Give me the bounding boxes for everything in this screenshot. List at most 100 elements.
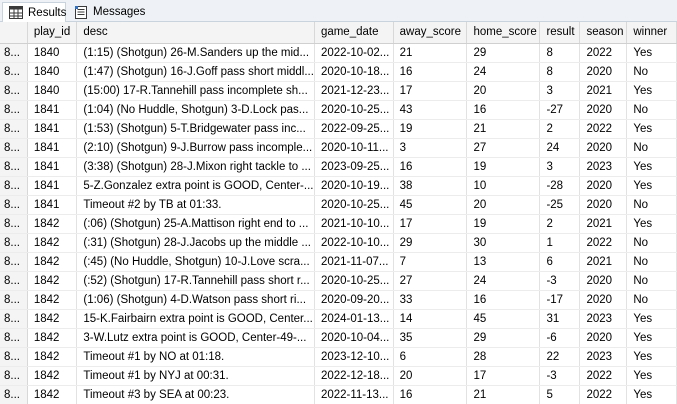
row-number-cell[interactable]: 8... [0,176,28,196]
row-number-cell[interactable]: 8... [0,119,28,139]
table-row[interactable]: 8... 1841 (1:53) (Shotgun) 5-T.Bridgewater… [0,119,677,139]
row-number-cell[interactable]: 8... [0,81,28,101]
cell-winner[interactable]: Yes [626,347,677,367]
cell-desc[interactable]: (1:06) (Shotgun) 4-D.Watson pass short r… [76,290,315,310]
column-header[interactable]: result [539,22,581,44]
cell-home-score[interactable]: 13 [466,252,541,272]
cell-winner[interactable]: No [626,62,677,82]
cell-game-date[interactable]: 2022-10-10... [314,233,394,253]
cell-season[interactable]: 2020 [579,100,628,120]
row-number-cell[interactable]: 8... [0,271,28,291]
column-header[interactable]: home_score [466,22,541,44]
row-number-cell[interactable]: 8... [0,157,28,177]
cell-play-id[interactable]: 1841 [27,100,78,120]
cell-home-score[interactable]: 45 [466,309,541,329]
cell-play-id[interactable]: 1842 [27,214,78,234]
cell-play-id[interactable]: 1842 [27,233,78,253]
cell-desc[interactable]: 5-Z.Gonzalez extra point is GOOD, Center… [76,176,315,196]
cell-winner[interactable]: Yes [626,214,677,234]
cell-result[interactable]: 5 [539,385,581,404]
cell-away-score[interactable]: 17 [393,214,468,234]
cell-season[interactable]: 2020 [579,290,628,310]
row-number-cell[interactable]: 8... [0,233,28,253]
cell-play-id[interactable]: 1842 [27,385,78,404]
table-row[interactable]: 8... 1842 Timeout #3 by SEA at 00:23. 2022-… [0,385,677,404]
cell-home-score[interactable]: 10 [466,176,541,196]
row-number-cell[interactable]: 8... [0,252,28,272]
cell-winner[interactable]: No [626,138,677,158]
cell-home-score[interactable]: 24 [466,62,541,82]
cell-home-score[interactable]: 24 [466,271,541,291]
tab-results[interactable]: Results [2,2,66,22]
cell-desc[interactable]: 15-K.Fairbairn extra point is GOOD, Cent… [76,309,315,329]
cell-result[interactable]: 24 [539,138,581,158]
cell-play-id[interactable]: 1842 [27,366,78,386]
cell-home-score[interactable]: 28 [466,347,541,367]
cell-result[interactable]: -6 [539,328,581,348]
cell-away-score[interactable]: 35 [393,328,468,348]
cell-away-score[interactable]: 14 [393,309,468,329]
table-row[interactable]: 8... 1842 (:45) (No Huddle, Shotgun) 10-J.… [0,252,677,272]
cell-game-date[interactable]: 2024-01-13... [314,309,394,329]
table-row[interactable]: 8... 1840 (1:47) (Shotgun) 16-J.Goff pass … [0,62,677,82]
cell-game-date[interactable]: 2020-10-25... [314,100,394,120]
cell-result[interactable]: -3 [539,366,581,386]
cell-home-score[interactable]: 21 [466,119,541,139]
table-row[interactable]: 8... 1841 (1:04) (No Huddle, Shotgun) 3-D.… [0,100,677,120]
table-row[interactable]: 8... 1840 (1:15) (Shotgun) 26-M.Sanders up… [0,43,677,63]
cell-game-date[interactable]: 2023-09-25... [314,157,394,177]
cell-play-id[interactable]: 1842 [27,271,78,291]
row-number-cell[interactable]: 8... [0,309,28,329]
cell-game-date[interactable]: 2020-10-25... [314,195,394,215]
row-number-cell[interactable]: 8... [0,100,28,120]
cell-season[interactable]: 2020 [579,195,628,215]
cell-home-score[interactable]: 16 [466,290,541,310]
cell-result[interactable]: -25 [539,195,581,215]
cell-game-date[interactable]: 2020-10-18... [314,62,394,82]
row-number-cell[interactable]: 8... [0,138,28,158]
cell-winner[interactable]: No [626,252,677,272]
row-number-cell[interactable]: 8... [0,214,28,234]
cell-away-score[interactable]: 27 [393,271,468,291]
cell-result[interactable]: -3 [539,271,581,291]
cell-home-score[interactable]: 19 [466,214,541,234]
cell-winner[interactable]: Yes [626,309,677,329]
cell-season[interactable]: 2023 [579,347,628,367]
cell-game-date[interactable]: 2021-12-23... [314,81,394,101]
cell-home-score[interactable]: 21 [466,385,541,404]
cell-play-id[interactable]: 1842 [27,290,78,310]
cell-home-score[interactable]: 20 [466,195,541,215]
cell-result[interactable]: 2 [539,214,581,234]
table-row[interactable]: 8... 1842 (1:06) (Shotgun) 4-D.Watson pass… [0,290,677,310]
cell-play-id[interactable]: 1842 [27,252,78,272]
results-grid[interactable]: play_id desc game_date away_score home_s… [0,22,677,404]
cell-away-score[interactable]: 16 [393,385,468,404]
cell-desc[interactable]: (:52) (Shotgun) 17-R.Tannehill pass shor… [76,271,315,291]
cell-season[interactable]: 2020 [579,271,628,291]
cell-season[interactable]: 2023 [579,309,628,329]
cell-result[interactable]: -27 [539,100,581,120]
cell-play-id[interactable]: 1842 [27,309,78,329]
cell-game-date[interactable]: 2022-10-02... [314,43,394,63]
table-row[interactable]: 8... 1841 (2:10) (Shotgun) 9-J.Burrow pass… [0,138,677,158]
cell-season[interactable]: 2021 [579,252,628,272]
cell-result[interactable]: -28 [539,176,581,196]
cell-winner[interactable]: No [626,290,677,310]
cell-winner[interactable]: No [626,100,677,120]
cell-home-score[interactable]: 16 [466,100,541,120]
row-number-cell[interactable]: 8... [0,290,28,310]
cell-winner[interactable]: No [626,233,677,253]
table-row[interactable]: 8... 1842 (:31) (Shotgun) 28-J.Jacobs up t… [0,233,677,253]
cell-season[interactable]: 2022 [579,119,628,139]
cell-play-id[interactable]: 1840 [27,43,78,63]
cell-season[interactable]: 2021 [579,214,628,234]
cell-season[interactable]: 2020 [579,328,628,348]
cell-season[interactable]: 2022 [579,233,628,253]
cell-result[interactable]: 2 [539,119,581,139]
cell-winner[interactable]: Yes [626,176,677,196]
cell-desc[interactable]: Timeout #2 by TB at 01:33. [76,195,315,215]
cell-away-score[interactable]: 38 [393,176,468,196]
cell-season[interactable]: 2020 [579,62,628,82]
row-number-cell[interactable]: 8... [0,385,28,404]
cell-play-id[interactable]: 1841 [27,138,78,158]
